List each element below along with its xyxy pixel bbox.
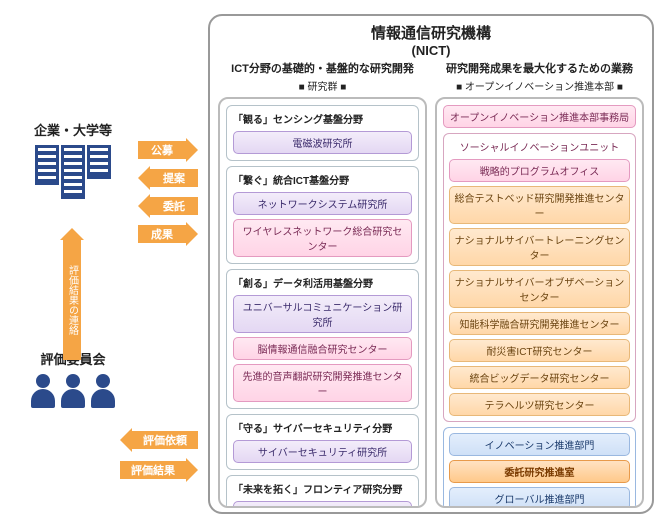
org-pill: グローバル推進部門 [449, 487, 630, 508]
right-column: 研究開発成果を最大化するための業務 ■ オープンイノベーション推進本部 ■ オー… [435, 60, 644, 508]
org-pill: 電磁波研究所 [233, 131, 412, 154]
group-title: 「観る」センシング基盤分野 [233, 111, 412, 126]
arrow-提案: 提案 [138, 166, 198, 190]
org-pill: 総合テストベッド研究開発推進センター [449, 186, 630, 224]
org-pill: ナショナルサイバートレーニングセンター [449, 228, 630, 266]
group-title: 「繋ぐ」統合ICT基盤分野 [233, 172, 412, 187]
group-title: 「創る」データ利活用基盤分野 [233, 275, 412, 290]
org-pill: 耐災害ICT研究センター [449, 339, 630, 362]
org-pill: オープンイノベーション推進本部事務局 [443, 105, 636, 128]
col-left-head: ICT分野の基礎的・基盤的な研究開発 [218, 60, 427, 76]
org-pill: 脳情報通信融合研究センター [233, 337, 412, 360]
arrow-成果: 成果 [138, 222, 198, 246]
col-left-panel: 「観る」センシング基盤分野電磁波研究所「繋ぐ」統合ICT基盤分野ネットワークシス… [218, 97, 427, 508]
arrow-評価依頼: 評価依頼 [120, 428, 198, 452]
col-right-panel: オープンイノベーション推進本部事務局ソーシャルイノベーションユニット戦略的プログ… [435, 97, 644, 508]
main-title: 情報通信研究機構 [218, 22, 644, 43]
org-pill: サイバーセキュリティ研究所 [233, 440, 412, 463]
org-pill: 統合ビッグデータ研究センター [449, 366, 630, 389]
left-column: ICT分野の基礎的・基盤的な研究開発 ■ 研究群 ■ 「観る」センシング基盤分野… [218, 60, 427, 508]
col-left-sub: ■ 研究群 ■ [218, 78, 427, 93]
group-box: 「創る」データ利活用基盤分野ユニバーサルコミュニケーション研究所脳情報通信融合研… [226, 269, 419, 409]
main-container: 情報通信研究機構 (NICT) ICT分野の基礎的・基盤的な研究開発 ■ 研究群… [208, 14, 654, 514]
org-pill: 未来ICT研究所 [233, 501, 412, 508]
group-box: 「観る」センシング基盤分野電磁波研究所 [226, 105, 419, 161]
org-pill: 戦略的プログラムオフィス [449, 159, 630, 182]
group-box: 「守る」サイバーセキュリティ分野サイバーセキュリティ研究所 [226, 414, 419, 470]
arrow-vertical: 評価結果の連絡 [60, 228, 84, 360]
org-pill: 先進的音声翻訳研究開発推進センター [233, 364, 412, 402]
entity-companies-label: 企業・大学等 [8, 120, 138, 139]
buildings-icon [8, 145, 138, 199]
org-pill: ユニバーサルコミュニケーション研究所 [233, 295, 412, 333]
col-right-sub: ■ オープンイノベーション推進本部 ■ [435, 78, 644, 93]
org-pill: イノベーション推進部門 [449, 433, 630, 456]
arrow-公募: 公募 [138, 138, 198, 162]
group-title: 「守る」サイバーセキュリティ分野 [233, 420, 412, 435]
group-box: 「繋ぐ」統合ICT基盤分野ネットワークシステム研究所ワイヤレスネットワーク総合研… [226, 166, 419, 264]
group-box: 「未来を拓く」フロンティア研究分野未来ICT研究所 [226, 475, 419, 508]
org-pill: ナショナルサイバーオブザベーションセンター [449, 270, 630, 308]
people-icon [8, 374, 138, 408]
social-innovation-unit: ソーシャルイノベーションユニット戦略的プログラムオフィス総合テストベッド研究開発… [443, 133, 636, 422]
main-subtitle: (NICT) [218, 43, 644, 58]
org-pill: 委託研究推進室 [449, 460, 630, 483]
org-pill: ワイヤレスネットワーク総合研究センター [233, 219, 412, 257]
col-right-head: 研究開発成果を最大化するための業務 [435, 60, 644, 76]
promotion-departments: イノベーション推進部門委託研究推進室グローバル推進部門デプロイメント推進部門 [443, 427, 636, 508]
org-pill: テラヘルツ研究センター [449, 393, 630, 416]
arrow-評価結果: 評価結果 [120, 458, 198, 482]
group-title: 「未来を拓く」フロンティア研究分野 [233, 481, 412, 496]
org-pill: 知能科学融合研究開発推進センター [449, 312, 630, 335]
arrow-委託: 委託 [138, 194, 198, 218]
org-pill: ネットワークシステム研究所 [233, 192, 412, 215]
entity-companies: 企業・大学等 [8, 120, 138, 199]
